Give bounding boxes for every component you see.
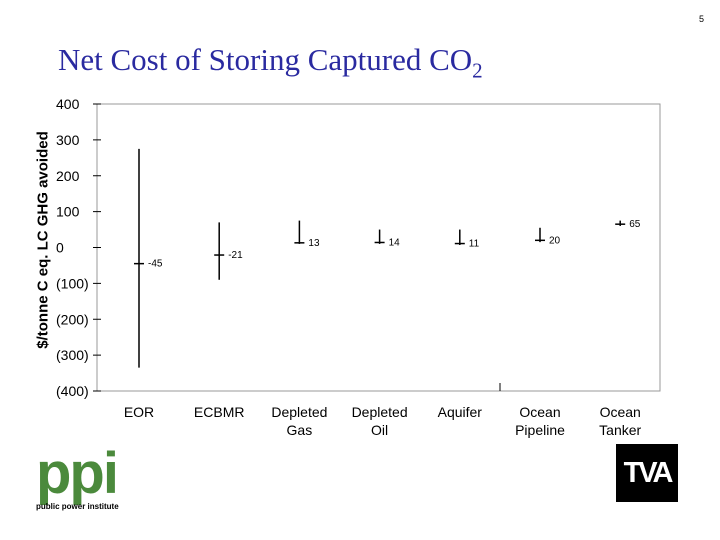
x-axis: EOR ECBMR Depleted Gas Depleted Oil Aquifer Oce… [124,383,642,438]
title-main: Net Cost of Storing Captured CO [58,42,473,77]
y-tick-label: (300) [56,347,89,363]
ppi-logo: ppi public power institute [36,441,146,518]
data-label: 14 [389,237,401,248]
x-category-label: Gas [287,422,313,438]
data-label: 65 [629,219,641,230]
x-category-label: Ocean [600,404,641,420]
data-label: 13 [308,238,320,249]
x-category-label: Depleted [271,404,327,420]
x-category-label: Aquifer [438,404,483,420]
y-tick-label: 300 [56,132,80,148]
data-label: -21 [228,250,243,261]
ppi-logo-mark: ppi [36,441,119,506]
y-tick-label: (400) [56,383,89,399]
x-category-label: ECBMR [194,404,245,420]
data-label: -45 [148,259,163,270]
title-subscript: 2 [472,58,483,83]
tva-logo: TVA [616,444,678,502]
y-tick-label: 200 [56,168,80,184]
x-category-label: Depleted [352,404,408,420]
x-category-label: Tanker [599,422,641,438]
plot-frame [96,103,661,392]
y-tick-label: 100 [56,204,80,220]
y-tick-label: 0 [56,240,64,256]
x-category-label: Pipeline [515,422,565,438]
x-category-label: Ocean [519,404,560,420]
y-tick-label: (200) [56,311,89,327]
page-number: 5 [698,14,704,24]
data-label: 11 [469,239,480,250]
range-bars: -45 -21 13 14 11 20 65 [134,148,641,368]
y-tick-label: (100) [56,275,89,291]
ppi-logo-tagline: public power institute [36,502,119,511]
x-category-label: EOR [124,404,154,420]
x-category-label: Oil [371,422,388,438]
y-axis: 400 300 200 100 0 (100) (200) (300) (400) [56,96,101,399]
data-label: 20 [549,235,561,246]
y-tick-label: 400 [56,96,80,112]
slide-title: Net Cost of Storing Captured CO2 [58,42,483,83]
